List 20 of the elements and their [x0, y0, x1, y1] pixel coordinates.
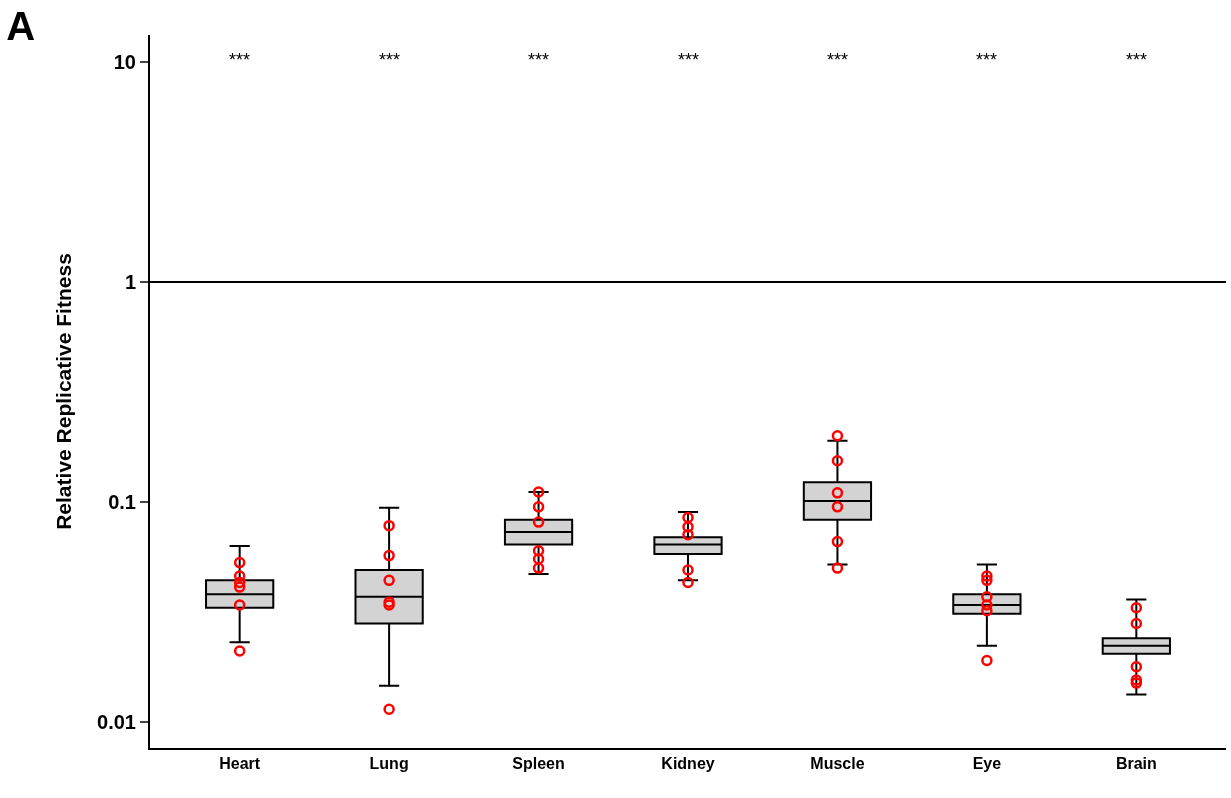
- annotation: ***: [528, 50, 550, 70]
- x-tick-label: Muscle: [810, 755, 865, 773]
- x-tick-label: Heart: [219, 755, 261, 773]
- x-tick-label: Kidney: [661, 755, 715, 773]
- y-axis-title: Relative Replicative Fitness: [51, 253, 75, 530]
- x-tick-label: Brain: [1115, 755, 1157, 773]
- annotation: ***: [976, 50, 998, 70]
- y-tick-label: 10: [113, 51, 136, 74]
- annotation: ***: [1126, 50, 1148, 70]
- annotation: ***: [678, 50, 700, 70]
- x-tick-label: Lung: [369, 755, 409, 773]
- annotation: ***: [379, 50, 401, 70]
- y-tick-label: 0.1: [108, 490, 136, 513]
- y-tick-label: 1: [124, 271, 136, 294]
- annotation: ***: [229, 50, 251, 70]
- annotation: ***: [827, 50, 849, 70]
- x-tick-label: Eye: [972, 755, 1002, 773]
- x-tick-label: Spleen: [512, 755, 565, 773]
- chart-title: A: [6, 3, 36, 48]
- y-tick-label: 0.01: [97, 710, 136, 733]
